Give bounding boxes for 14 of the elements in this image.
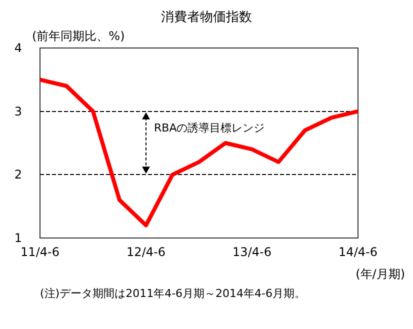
legend-label: RBAの誘導目標レンジ bbox=[154, 121, 265, 134]
x-tick-label: 12/4-6 bbox=[126, 245, 166, 259]
text: (注)データ期間は2011年4-6月期～2014年4-6月期。 bbox=[40, 287, 306, 300]
x-axis-title: (年/月期) bbox=[356, 267, 405, 281]
x-tick-label: 13/4-6 bbox=[232, 245, 272, 259]
x-tick-label: 11/4-6 bbox=[20, 245, 60, 259]
chart-title: 消費者物価指数 bbox=[161, 10, 252, 25]
y-tick-label: 3 bbox=[14, 104, 22, 118]
x-tick-label: 14/4-6 bbox=[338, 245, 378, 259]
y-axis-title: (前年同期比、%) bbox=[32, 29, 125, 43]
y-tick-label: 2 bbox=[14, 168, 22, 182]
y-tick-label: 1 bbox=[14, 231, 22, 245]
y-tick-label: 4 bbox=[14, 41, 22, 55]
line-series bbox=[38, 78, 360, 228]
